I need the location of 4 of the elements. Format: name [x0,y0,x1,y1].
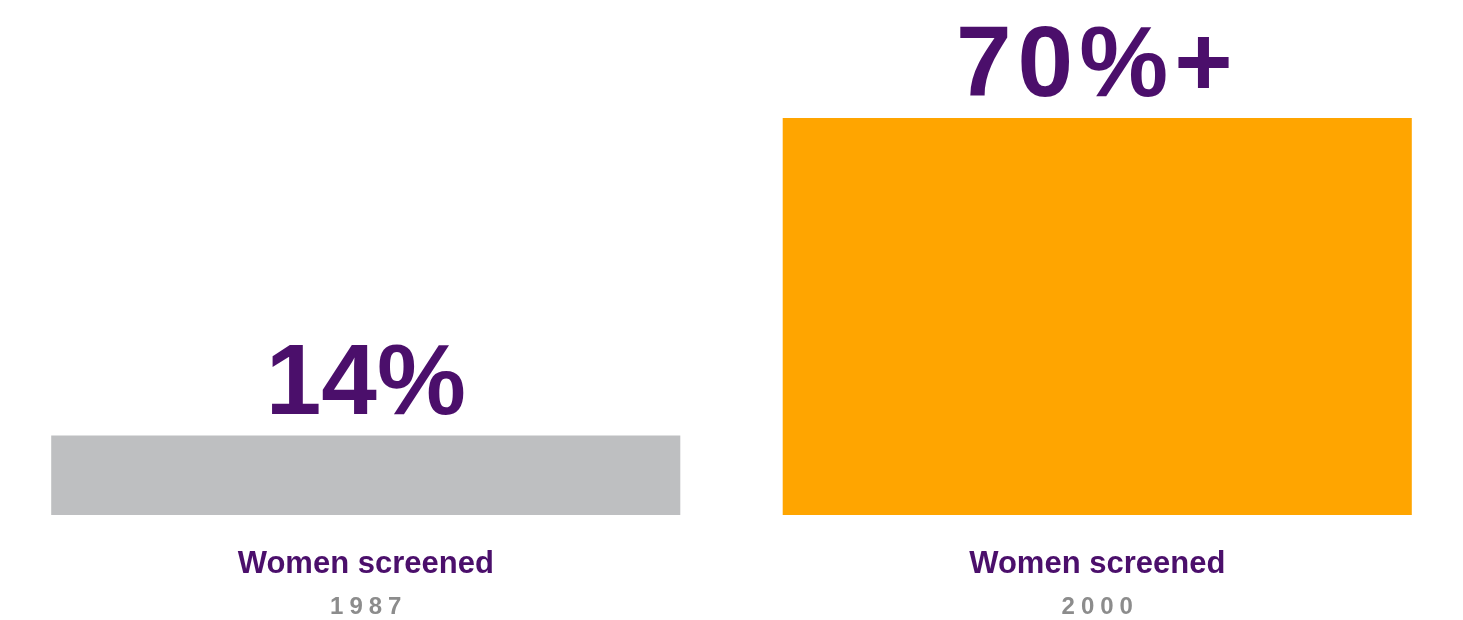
x-tick-label: Women screened 2000 [969,545,1226,619]
data-label: 14% [265,322,466,435]
data-label: 70%+ [955,5,1239,117]
x-tick-label: Women screened 1987 [237,545,494,619]
